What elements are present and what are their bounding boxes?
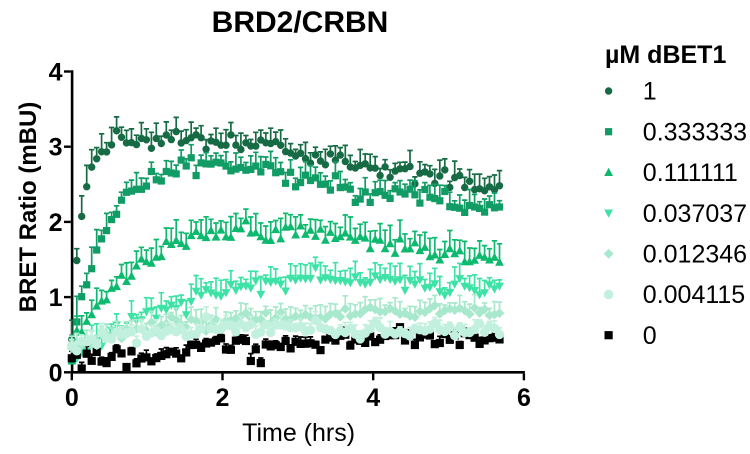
svg-text:0: 0 — [65, 384, 79, 412]
svg-text:BRD2/CRBN: BRD2/CRBN — [212, 6, 389, 39]
svg-text:0.004115: 0.004115 — [643, 281, 745, 309]
svg-text:6: 6 — [517, 384, 531, 412]
svg-text:0.333333: 0.333333 — [643, 118, 747, 146]
svg-text:0: 0 — [49, 359, 63, 387]
svg-text:0.037037: 0.037037 — [643, 200, 747, 228]
svg-text:BRET Ratio (mBU): BRET Ratio (mBU) — [15, 102, 42, 313]
svg-text:1: 1 — [643, 78, 657, 106]
svg-text:2: 2 — [49, 209, 63, 237]
svg-text:4: 4 — [49, 59, 63, 87]
svg-text:0.111111: 0.111111 — [643, 159, 738, 187]
svg-text:1: 1 — [49, 284, 63, 312]
svg-text:0: 0 — [643, 322, 657, 350]
svg-text:Time (hrs): Time (hrs) — [242, 419, 355, 447]
svg-text:2: 2 — [216, 384, 230, 412]
svg-text:3: 3 — [49, 134, 63, 162]
svg-text:4: 4 — [366, 384, 380, 412]
svg-text:0.012346: 0.012346 — [643, 241, 747, 269]
svg-text:µM dBET1: µM dBET1 — [605, 41, 726, 69]
